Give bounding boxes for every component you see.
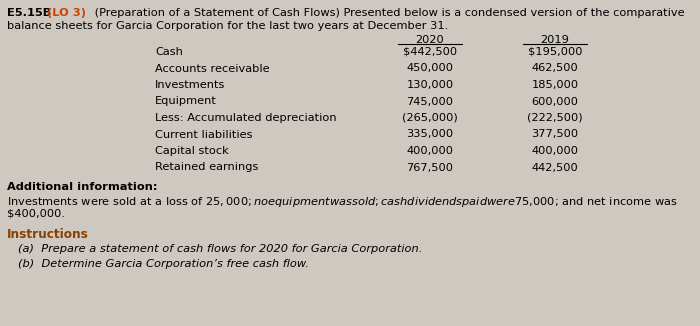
Text: 767,500: 767,500 — [407, 162, 454, 172]
Text: Less: Accumulated depreciation: Less: Accumulated depreciation — [155, 113, 337, 123]
Text: (265,000): (265,000) — [402, 113, 458, 123]
Text: (a)  Prepare a statement of cash flows for 2020 for Garcia Corporation.: (a) Prepare a statement of cash flows fo… — [18, 244, 422, 254]
Text: (Preparation of a Statement of Cash Flows) Presented below is a condensed versio: (Preparation of a Statement of Cash Flow… — [91, 8, 685, 18]
Text: 745,000: 745,000 — [407, 96, 454, 107]
Text: 2019: 2019 — [540, 35, 569, 45]
Text: (b)  Determine Garcia Corporation’s free cash flow.: (b) Determine Garcia Corporation’s free … — [18, 259, 309, 269]
Text: Cash: Cash — [155, 47, 183, 57]
Text: Investments were sold at a loss of $25,000; no equipment was sold; cash dividend: Investments were sold at a loss of $25,0… — [7, 195, 678, 209]
Text: Investments: Investments — [155, 80, 225, 90]
Text: 335,000: 335,000 — [407, 129, 454, 140]
Text: 462,500: 462,500 — [531, 64, 578, 73]
Text: (222,500): (222,500) — [527, 113, 583, 123]
Text: Current liabilities: Current liabilities — [155, 129, 253, 140]
Text: Equipment: Equipment — [155, 96, 217, 107]
Text: 130,000: 130,000 — [407, 80, 454, 90]
Text: 185,000: 185,000 — [531, 80, 579, 90]
Text: Capital stock: Capital stock — [155, 146, 229, 156]
Text: $400,000.: $400,000. — [7, 208, 65, 218]
Text: 442,500: 442,500 — [531, 162, 578, 172]
Text: 450,000: 450,000 — [407, 64, 454, 73]
Text: 400,000: 400,000 — [531, 146, 578, 156]
Text: 2020: 2020 — [416, 35, 444, 45]
Text: Instructions: Instructions — [7, 228, 89, 241]
Text: 600,000: 600,000 — [531, 96, 578, 107]
Text: (LO 3): (LO 3) — [47, 8, 86, 18]
Text: Retained earnings: Retained earnings — [155, 162, 258, 172]
Text: balance sheets for Garcia Corporation for the last two years at December 31.: balance sheets for Garcia Corporation fo… — [7, 21, 448, 31]
Text: 377,500: 377,500 — [531, 129, 579, 140]
Text: 400,000: 400,000 — [407, 146, 454, 156]
Text: $442,500: $442,500 — [403, 47, 457, 57]
Text: $195,000: $195,000 — [528, 47, 582, 57]
Text: E5.15B: E5.15B — [7, 8, 55, 18]
Text: Accounts receivable: Accounts receivable — [155, 64, 270, 73]
Text: Additional information:: Additional information: — [7, 182, 158, 192]
